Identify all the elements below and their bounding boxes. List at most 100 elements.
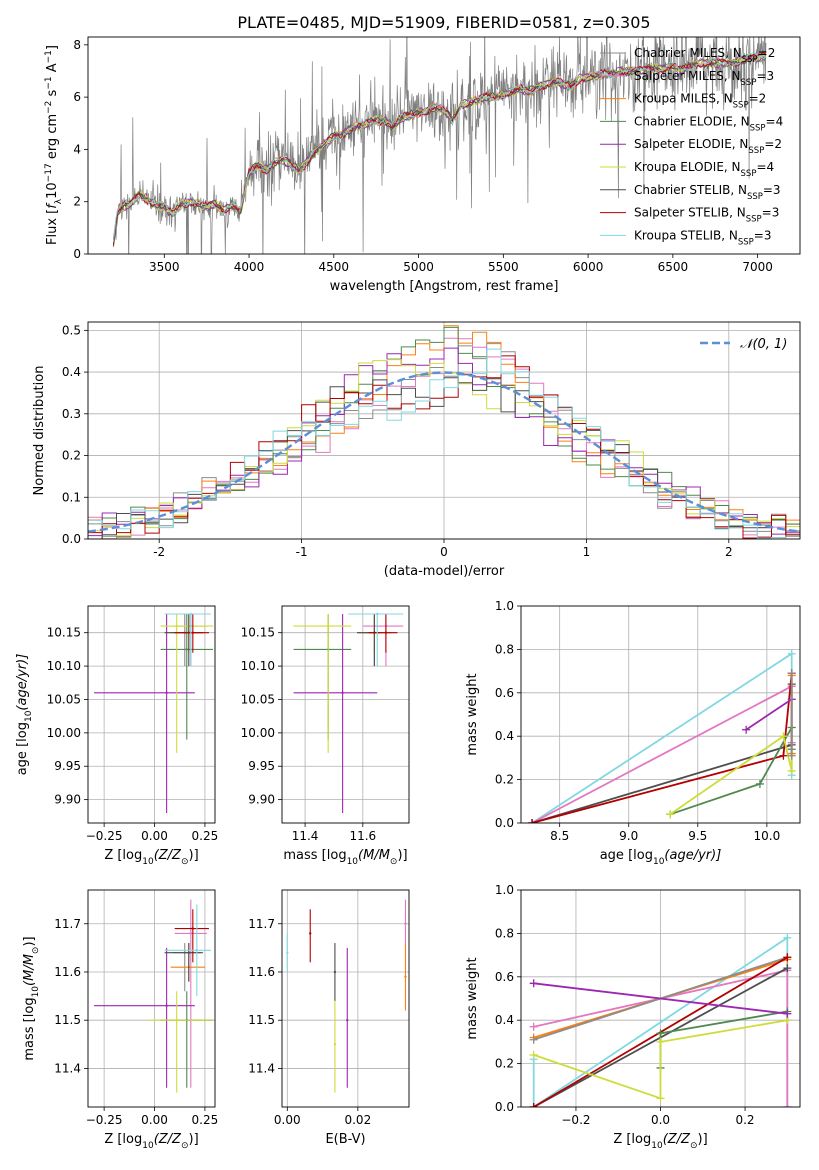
error-bar-salpeter-stelib [174,614,209,653]
plus-marker [529,1022,538,1031]
error-bar-salpeter-elodie [94,947,195,1088]
legend-label: 𝒩(0, 1) [740,337,787,352]
plus-marker [787,766,796,775]
plot-layer [282,890,409,1107]
x-tick-label: 0.00 [141,829,168,843]
error-bar-salpeter-elodie [346,947,349,1088]
y-tick-label: 10.15 [47,626,81,640]
x-axis-label: (data-model)/error [384,564,505,579]
x-axis-label: Z [log10(Z/Z⊙)] [104,848,198,867]
y-axis-label: mass weight [465,673,480,755]
plus-marker [787,669,796,678]
y-tick-label: 0.1 [62,490,81,504]
x-tick-label: 6500 [658,260,689,274]
x-tick-label: −0.25 [86,829,123,843]
data-point [187,951,190,954]
data-point [191,927,195,930]
x-axis-label: Z [log10(Z/Z⊙)] [104,1132,198,1151]
plot-area [88,606,215,823]
legend-label: Salpeter MILES, NSSP=3 [634,69,774,88]
y-tick-label: 11.5 [248,1013,275,1027]
x-axis-label: wavelength [Angstrom, rest frame] [330,279,559,294]
y-tick-label: 10.00 [241,726,275,740]
y-tick-label: 0.4 [495,729,514,743]
legend-label: Chabrier MILES, NSSP=2 [634,46,775,65]
plot-area [282,606,409,823]
plot-layer [88,322,800,539]
y-tick-label: 0.5 [62,323,81,337]
x-tick-label: 11.4 [292,829,319,843]
histogram-kroupa-stelib [88,348,800,539]
x-tick-label: 8.5 [550,829,569,843]
x-tick-label: 0.02 [344,1113,371,1127]
plus-marker [783,1103,792,1107]
axes-frame [87,889,216,1108]
axes-frame [281,889,410,1108]
y-axis-label: mass weight [465,957,480,1039]
x-tick-label: 4000 [234,260,265,274]
data-point [404,922,407,925]
x-tick-label: 1 [583,545,591,559]
plot-layer [88,890,215,1107]
weight-line-salpeter-elodie [533,982,788,1015]
histogram-chabrier-elodie [88,326,800,539]
y-tick-label: 0.4 [62,365,81,379]
y-tick-label: 0.0 [495,1100,514,1114]
legend-label: Chabrier ELODIE, NSSP=4 [634,114,783,133]
normal-curve-line [88,371,800,533]
error-bar-kroupa-elodie [160,614,213,753]
x-tick-label: 3500 [149,260,180,274]
plus-marker [787,751,796,760]
error-bar-salpeter-elodie [293,614,378,813]
mass-vs-ebv-panel: 0.00 0.02 11.4 11.5 11.6 11.7 E(B-V) [248,889,410,1147]
plus-marker [787,649,796,658]
model-spectrum-kroupa-elodie [112,52,767,246]
plot-layer [88,606,215,823]
error-bar-salpeter-stelib [368,614,398,653]
error-bar-salpeter-miles [404,899,407,944]
weight-vs-age-panel: 8.5 9.0 9.5 10.0 0.0 0.2 0.4 0.6 0.8 1.0 age [log1… [465,599,801,867]
weight-line-salpeter-elodie [745,698,793,731]
y-tick-label: 10.05 [241,692,275,706]
x-tick-label: 2 [725,545,733,559]
y-tick-label: 0.4 [495,1013,514,1027]
data-point [333,970,337,974]
axes-frame [281,605,410,824]
figure-title: PLATE=0485, MJD=51909, FIBERID=0581, z=0… [237,13,650,32]
plot-layer [521,606,800,823]
y-tick-label: 8 [73,38,81,52]
data-point [189,612,193,616]
y-axis-label: mass [log10(M/M⊙)] [22,936,41,1060]
y-tick-label: 10.00 [47,726,81,740]
model-spectrum-kroupa-stelib [112,52,767,242]
data-point [189,932,193,935]
plot-area [521,606,800,823]
y-tick-label: 0.8 [495,926,514,940]
x-tick-label: 6000 [573,260,604,274]
error-bar-kroupa-stelib [348,612,404,667]
x-tick-label: 0.00 [141,1113,168,1127]
age-vs-metallicity-panel: −0.25 0.00 0.25 9.90 9.95 10.00 10.05 10.10 10.1… [15,605,218,867]
plus-marker [779,751,788,760]
model-spectrum-kroupa-miles [112,54,767,243]
spectrum-panel: 3500 4000 4500 5000 5500 6000 6500 7000 0 2 4 6 8 Cha… [44,36,801,294]
plus-marker [656,1094,665,1103]
plus-marker [742,725,751,734]
data-point [286,951,289,954]
axes-frame [87,321,801,540]
y-tick-label: 0.2 [62,449,81,463]
y-axis-label: Flux [fλ10−17 erg cm−2 s−1 A−1] [44,45,64,245]
x-tick-label: −0.25 [86,1113,123,1127]
x-tick-label: 9.5 [688,829,707,843]
data-point [175,1019,178,1022]
y-tick-label: 11.7 [54,917,81,931]
y-tick-label: 1.0 [495,599,514,613]
error-bar-kroupa-stelib [286,933,289,972]
y-axis-label: age [log10(age/yr)] [15,654,34,776]
plot-layer [282,606,409,823]
x-tick-label: 5000 [403,260,434,274]
x-tick-label: 0.2 [735,1113,754,1127]
plus-marker [656,1037,665,1046]
error-bar-chabrier-stelib [333,943,337,1001]
x-tick-label: 0 [440,545,448,559]
